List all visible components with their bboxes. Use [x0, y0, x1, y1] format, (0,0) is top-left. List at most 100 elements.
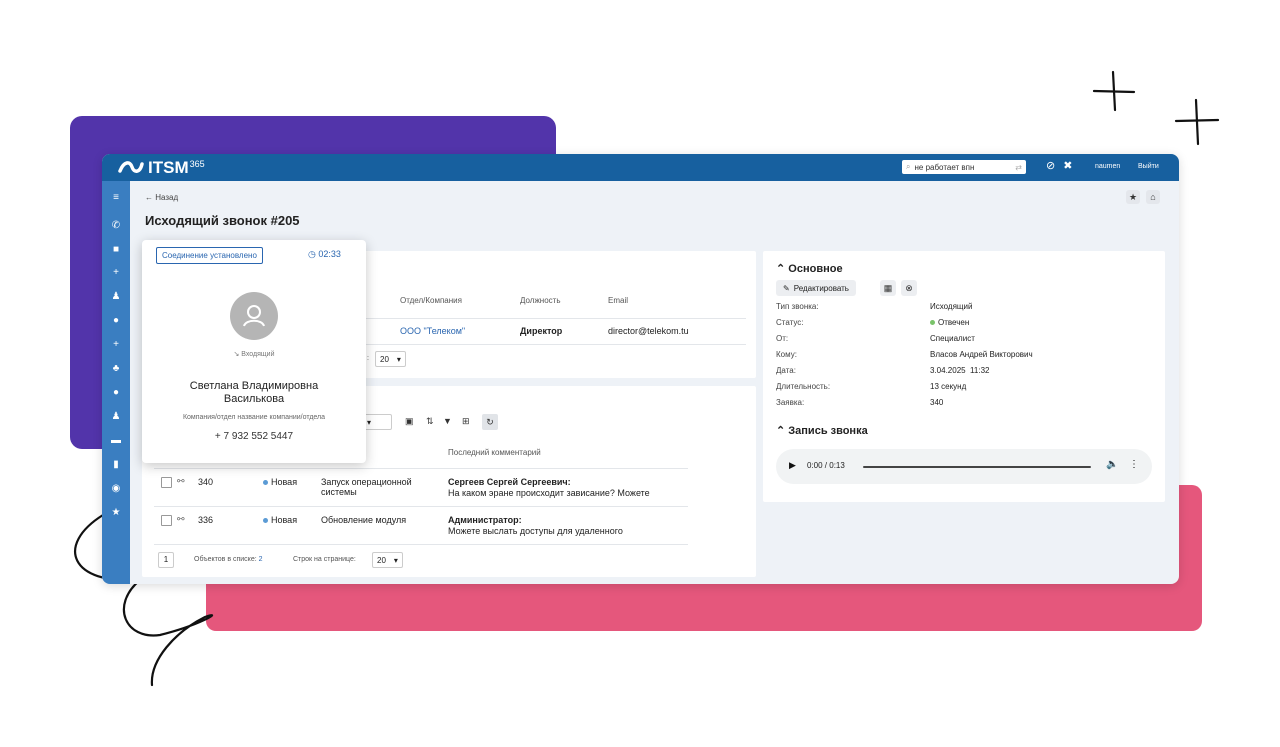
clear-search-icon[interactable]: ⇄ [1015, 162, 1022, 172]
per-page-suffix: : [367, 355, 369, 362]
person-icon[interactable]: ♟ [111, 411, 121, 422]
field-value: 13 секунд [930, 382, 967, 391]
edit-button[interactable]: ✎ Редактировать [776, 280, 856, 296]
edit-label: Редактировать [793, 283, 849, 293]
section-main-label: Основное [788, 263, 843, 275]
audio-progress-track[interactable] [863, 466, 1091, 468]
contact-email[interactable]: director@telekom.tu [608, 326, 689, 336]
timer-value: 02:33 [318, 249, 341, 259]
status-dot [263, 480, 268, 486]
section-recording-title[interactable]: ⌃ Запись звонка [776, 424, 868, 437]
divider [366, 344, 746, 345]
favorite-star-icon[interactable]: ★ [1126, 190, 1140, 204]
caller-phone[interactable]: + 7 932 552 5447 [214, 431, 294, 442]
search-value: не работает впн [914, 162, 975, 172]
tools-icon[interactable]: ✖ [1063, 160, 1073, 172]
contact-company-link[interactable]: ООО "Телеком" [400, 326, 466, 336]
settings-eye-icon[interactable]: ⊘ [1046, 160, 1056, 172]
subject-line: системы [321, 487, 357, 497]
caller-company: Компания/отдел название компании/отдела [182, 414, 326, 421]
request-id[interactable]: 336 [198, 515, 214, 525]
col-position: Должность [520, 296, 561, 305]
chevron-up-icon: ⌃ [776, 425, 786, 437]
per-page-select[interactable]: 20 ▾ [375, 351, 406, 367]
divider [154, 468, 688, 469]
back-link[interactable]: ← Назад [145, 193, 179, 202]
filter-icon[interactable]: ▼ [443, 416, 452, 426]
chevron-up-icon: ⌃ [776, 263, 786, 275]
col-email: Email [608, 296, 629, 305]
comment-author: Администратор: [448, 515, 522, 525]
save-icon[interactable]: ▣ [405, 416, 414, 426]
audio-player: ▶ 0:00 / 0:13 🔈 ⋮ [776, 449, 1152, 484]
field-label: Статус: [776, 318, 804, 327]
field-value-link[interactable]: 340 [930, 398, 944, 407]
grid-icon[interactable]: ▦ [880, 280, 896, 296]
volume-icon[interactable]: 🔈 [1106, 459, 1119, 470]
monitor-icon[interactable]: ■ [112, 244, 120, 255]
refresh-icon[interactable]: ↻ [482, 414, 498, 430]
request-id[interactable]: 340 [198, 477, 214, 487]
page-title: Исходящий звонок #205 [145, 213, 300, 228]
users-icon[interactable]: ♟ [111, 291, 121, 302]
rows-per-page-label: Строк на странице: [293, 556, 356, 563]
chart-icon[interactable]: ▮ [113, 459, 119, 470]
logout-link[interactable]: Выйти [1138, 163, 1159, 170]
close-circle-icon[interactable]: ⊗ [901, 280, 917, 296]
add-icon[interactable]: + [113, 339, 119, 350]
contact-position: Директор [520, 326, 563, 336]
field-label: Тип звонка: [776, 302, 819, 311]
rows-per-page-select[interactable]: 20 ▾ [372, 552, 403, 568]
filter-select[interactable]: ▾ [362, 414, 392, 430]
field-value: Исходящий [930, 302, 973, 311]
status-badge: Новая [263, 515, 297, 525]
play-icon[interactable]: ▶ [789, 460, 796, 470]
pencil-icon: ✎ [783, 283, 790, 293]
divider [366, 318, 746, 319]
logo[interactable]: ITSM 365 [118, 157, 205, 179]
inbox-icon[interactable]: ▬ [111, 435, 121, 446]
field-value-link[interactable]: Специалист [930, 334, 975, 343]
caller-name: Светлана Владимировна Василькова [142, 380, 366, 406]
page-number[interactable]: 1 [158, 552, 174, 568]
section-main-title[interactable]: ⌃ Основное [776, 262, 843, 275]
status-text: Новая [271, 515, 298, 525]
request-subject: Обновление модуля [321, 515, 407, 525]
row-checkbox[interactable] [161, 477, 172, 488]
status-text: Новая [271, 477, 298, 487]
account-icon[interactable]: ◉ [111, 483, 121, 494]
subject-line: Запуск операционной [321, 477, 412, 487]
star-icon[interactable]: ★ [111, 507, 121, 518]
plus-icon[interactable]: + [113, 267, 119, 278]
field-value-link[interactable]: Власов Андрей Викторович [930, 350, 1033, 359]
phone-icon[interactable]: ✆ [111, 220, 121, 231]
audio-time: 0:00 / 0:13 [807, 461, 845, 470]
person-icon [243, 305, 265, 327]
link-icon[interactable]: ⚯ [177, 514, 185, 524]
export-icon[interactable]: ⊞ [462, 416, 470, 426]
objects-label: Объектов в списке: [194, 556, 257, 563]
field-label: Заявка: [776, 398, 805, 407]
comment-text: Можете выслать доступы для удаленного [448, 526, 623, 536]
group-icon[interactable]: ● [112, 315, 120, 326]
chat-icon[interactable]: ● [112, 387, 120, 398]
top-bar: ITSM 365 ⌕ не работает впн ⇄ ⊘ ✖ naumen … [102, 154, 1179, 181]
sort-icon[interactable]: ⇅ [426, 416, 434, 426]
rows-per-page-value: 20 [377, 555, 386, 565]
col-last-comment: Последний комментарий [448, 448, 541, 457]
row-checkbox[interactable] [161, 515, 172, 526]
divider [154, 506, 688, 507]
user-name[interactable]: naumen [1095, 163, 1121, 170]
objects-count: 2 [258, 556, 263, 563]
field-label: Длительность: [776, 382, 831, 391]
link-icon[interactable]: ⚯ [177, 476, 185, 486]
col-company: Отдел/Компания [400, 296, 462, 305]
more-options-icon[interactable]: ⋮ [1129, 459, 1139, 470]
home-icon[interactable]: ⌂ [1146, 190, 1160, 204]
search-input[interactable]: ⌕ не работает впн ⇄ [902, 160, 1026, 174]
menu-icon[interactable]: ≡ [113, 192, 119, 203]
connection-status-badge: Соединение установлено [156, 247, 263, 264]
team-icon[interactable]: ♣ [112, 363, 120, 374]
logo-sup: 365 [189, 159, 205, 169]
